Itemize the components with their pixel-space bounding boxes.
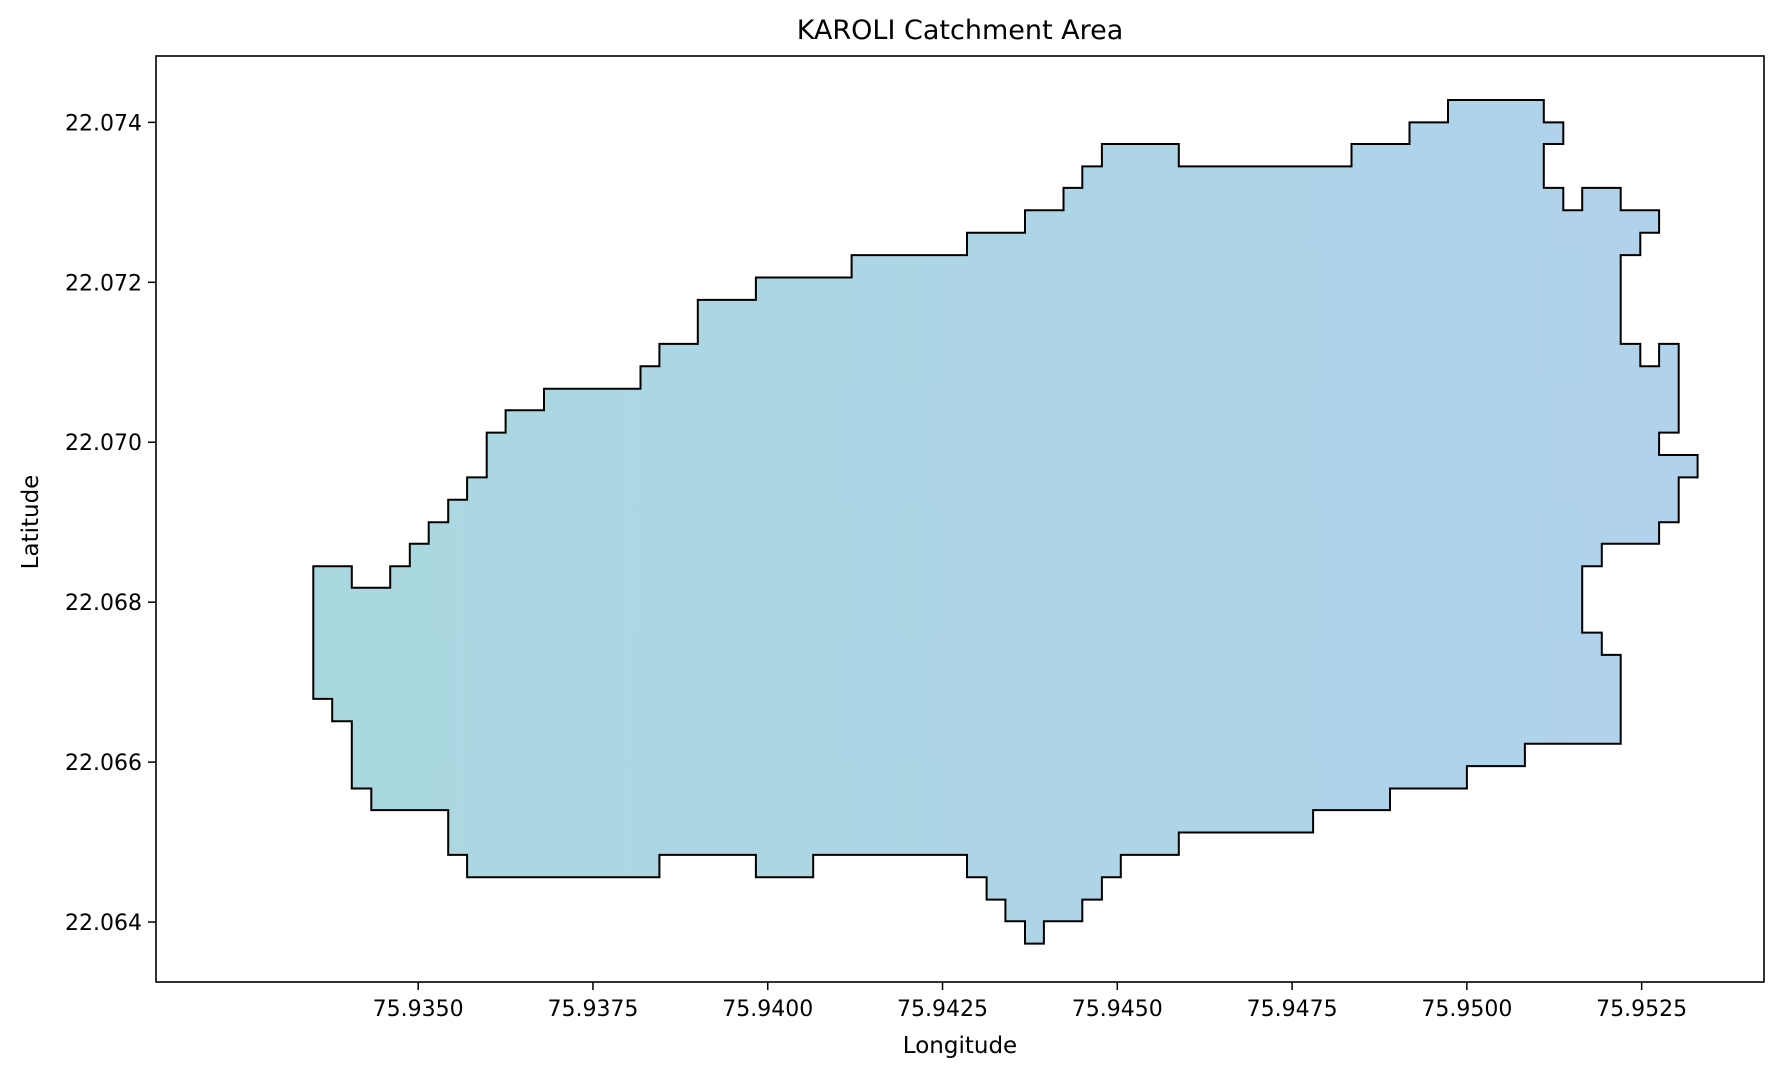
x-tick-label: 75.9350	[373, 997, 464, 1022]
y-tick-label: 22.068	[65, 591, 142, 616]
y-tick-label: 22.074	[65, 111, 142, 136]
x-tick-label: 75.9400	[722, 997, 813, 1022]
x-axis-ticks: 75.9350 75.9375 75.9400 75.9425 75.9450 75.94…	[373, 982, 1687, 1022]
x-tick-label: 75.9475	[1247, 997, 1338, 1022]
x-tick-label: 75.9450	[1072, 997, 1163, 1022]
y-tick-label: 22.072	[65, 271, 142, 296]
x-tick-label: 75.9500	[1421, 997, 1512, 1022]
y-tick-label: 22.064	[65, 911, 142, 936]
x-tick-label: 75.9525	[1596, 997, 1687, 1022]
y-tick-label: 22.066	[65, 751, 142, 776]
x-axis-label: Longitude	[903, 1033, 1017, 1059]
y-axis-label: Latitude	[18, 475, 44, 570]
y-axis-ticks: 22.064 22.066 22.068 22.070 22.072 22.074	[65, 111, 156, 936]
plot-frame	[155, 55, 1765, 983]
y-tick-label: 22.070	[65, 431, 142, 456]
x-tick-label: 75.9425	[897, 997, 988, 1022]
chart-title: KAROLI Catchment Area	[797, 15, 1124, 46]
x-tick-label: 75.9375	[547, 997, 638, 1022]
catchment-area-polygon	[312, 99, 1699, 945]
